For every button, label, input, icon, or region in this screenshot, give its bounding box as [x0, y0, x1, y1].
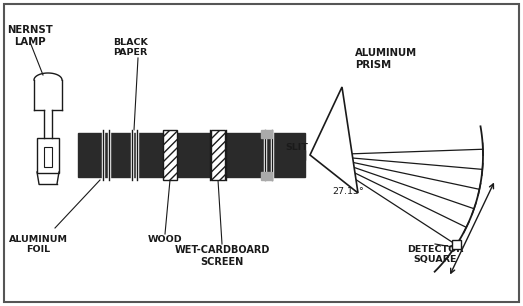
Text: DETECTOR
SQUARE: DETECTOR SQUARE	[407, 245, 463, 264]
Bar	[261, 172, 272, 180]
Text: ALUMINUM
PRISM: ALUMINUM PRISM	[355, 48, 417, 69]
Bar	[137, 130, 138, 180]
Text: SLIT: SLIT	[285, 144, 308, 152]
Bar	[271, 130, 273, 180]
Bar	[44, 147, 52, 167]
Bar	[163, 130, 177, 180]
Bar	[78, 133, 305, 177]
Bar	[37, 138, 59, 173]
Text: 27.15°: 27.15°	[332, 188, 364, 196]
Bar	[211, 130, 225, 180]
Bar	[275, 150, 305, 160]
Text: WET-CARDBOARD
SCREEN: WET-CARDBOARD SCREEN	[174, 245, 270, 267]
Bar	[108, 130, 110, 180]
Bar	[131, 130, 133, 180]
Bar	[261, 130, 272, 138]
Text: WOOD: WOOD	[147, 235, 183, 244]
Text: NERNST
LAMP: NERNST LAMP	[7, 25, 53, 47]
Text: ALUMINUM
FOIL: ALUMINUM FOIL	[8, 235, 67, 254]
Bar	[103, 130, 104, 180]
Bar	[264, 130, 266, 180]
Bar	[452, 241, 461, 249]
Polygon shape	[310, 87, 358, 193]
Text: BLACK
PAPER: BLACK PAPER	[112, 38, 147, 58]
